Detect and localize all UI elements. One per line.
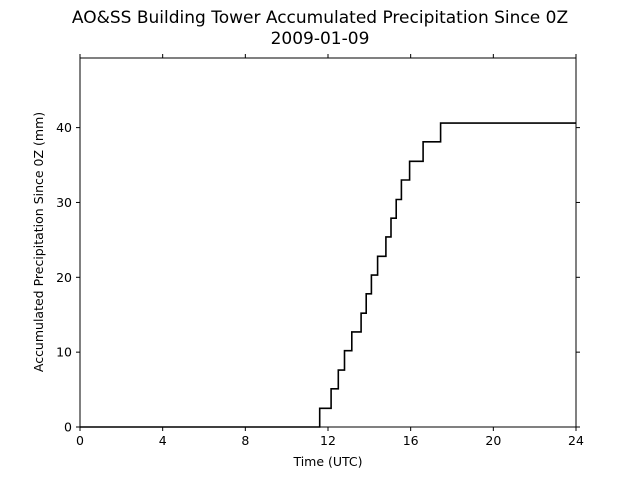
- y-axis: 0 10 20 30 40: [56, 120, 580, 435]
- chart-subtitle: 2009-01-09: [270, 29, 370, 49]
- y-tick-label: 20: [56, 270, 72, 285]
- x-tick-label: 8: [241, 433, 249, 448]
- plot-frame: [79, 57, 577, 428]
- y-tick-label: 40: [56, 120, 72, 135]
- x-axis: 0 4 8 12 16 20 24: [76, 54, 584, 448]
- chart-title: AO&SS Building Tower Accumulated Precipi…: [71, 8, 569, 28]
- y-tick-label: 0: [64, 420, 72, 435]
- x-tick-label: 4: [159, 433, 167, 448]
- x-tick-label: 12: [320, 433, 336, 448]
- y-tick-label: 10: [56, 345, 72, 360]
- y-axis-label: Accumulated Precipitation Since 0Z (mm): [31, 112, 46, 372]
- x-tick-label: 16: [403, 433, 419, 448]
- x-axis-label: Time (UTC): [292, 454, 362, 469]
- x-tick-label: 20: [485, 433, 501, 448]
- series-line: [80, 122, 576, 428]
- x-tick-label: 24: [568, 433, 584, 448]
- x-tick-label: 0: [76, 433, 84, 448]
- y-tick-label: 30: [56, 195, 72, 210]
